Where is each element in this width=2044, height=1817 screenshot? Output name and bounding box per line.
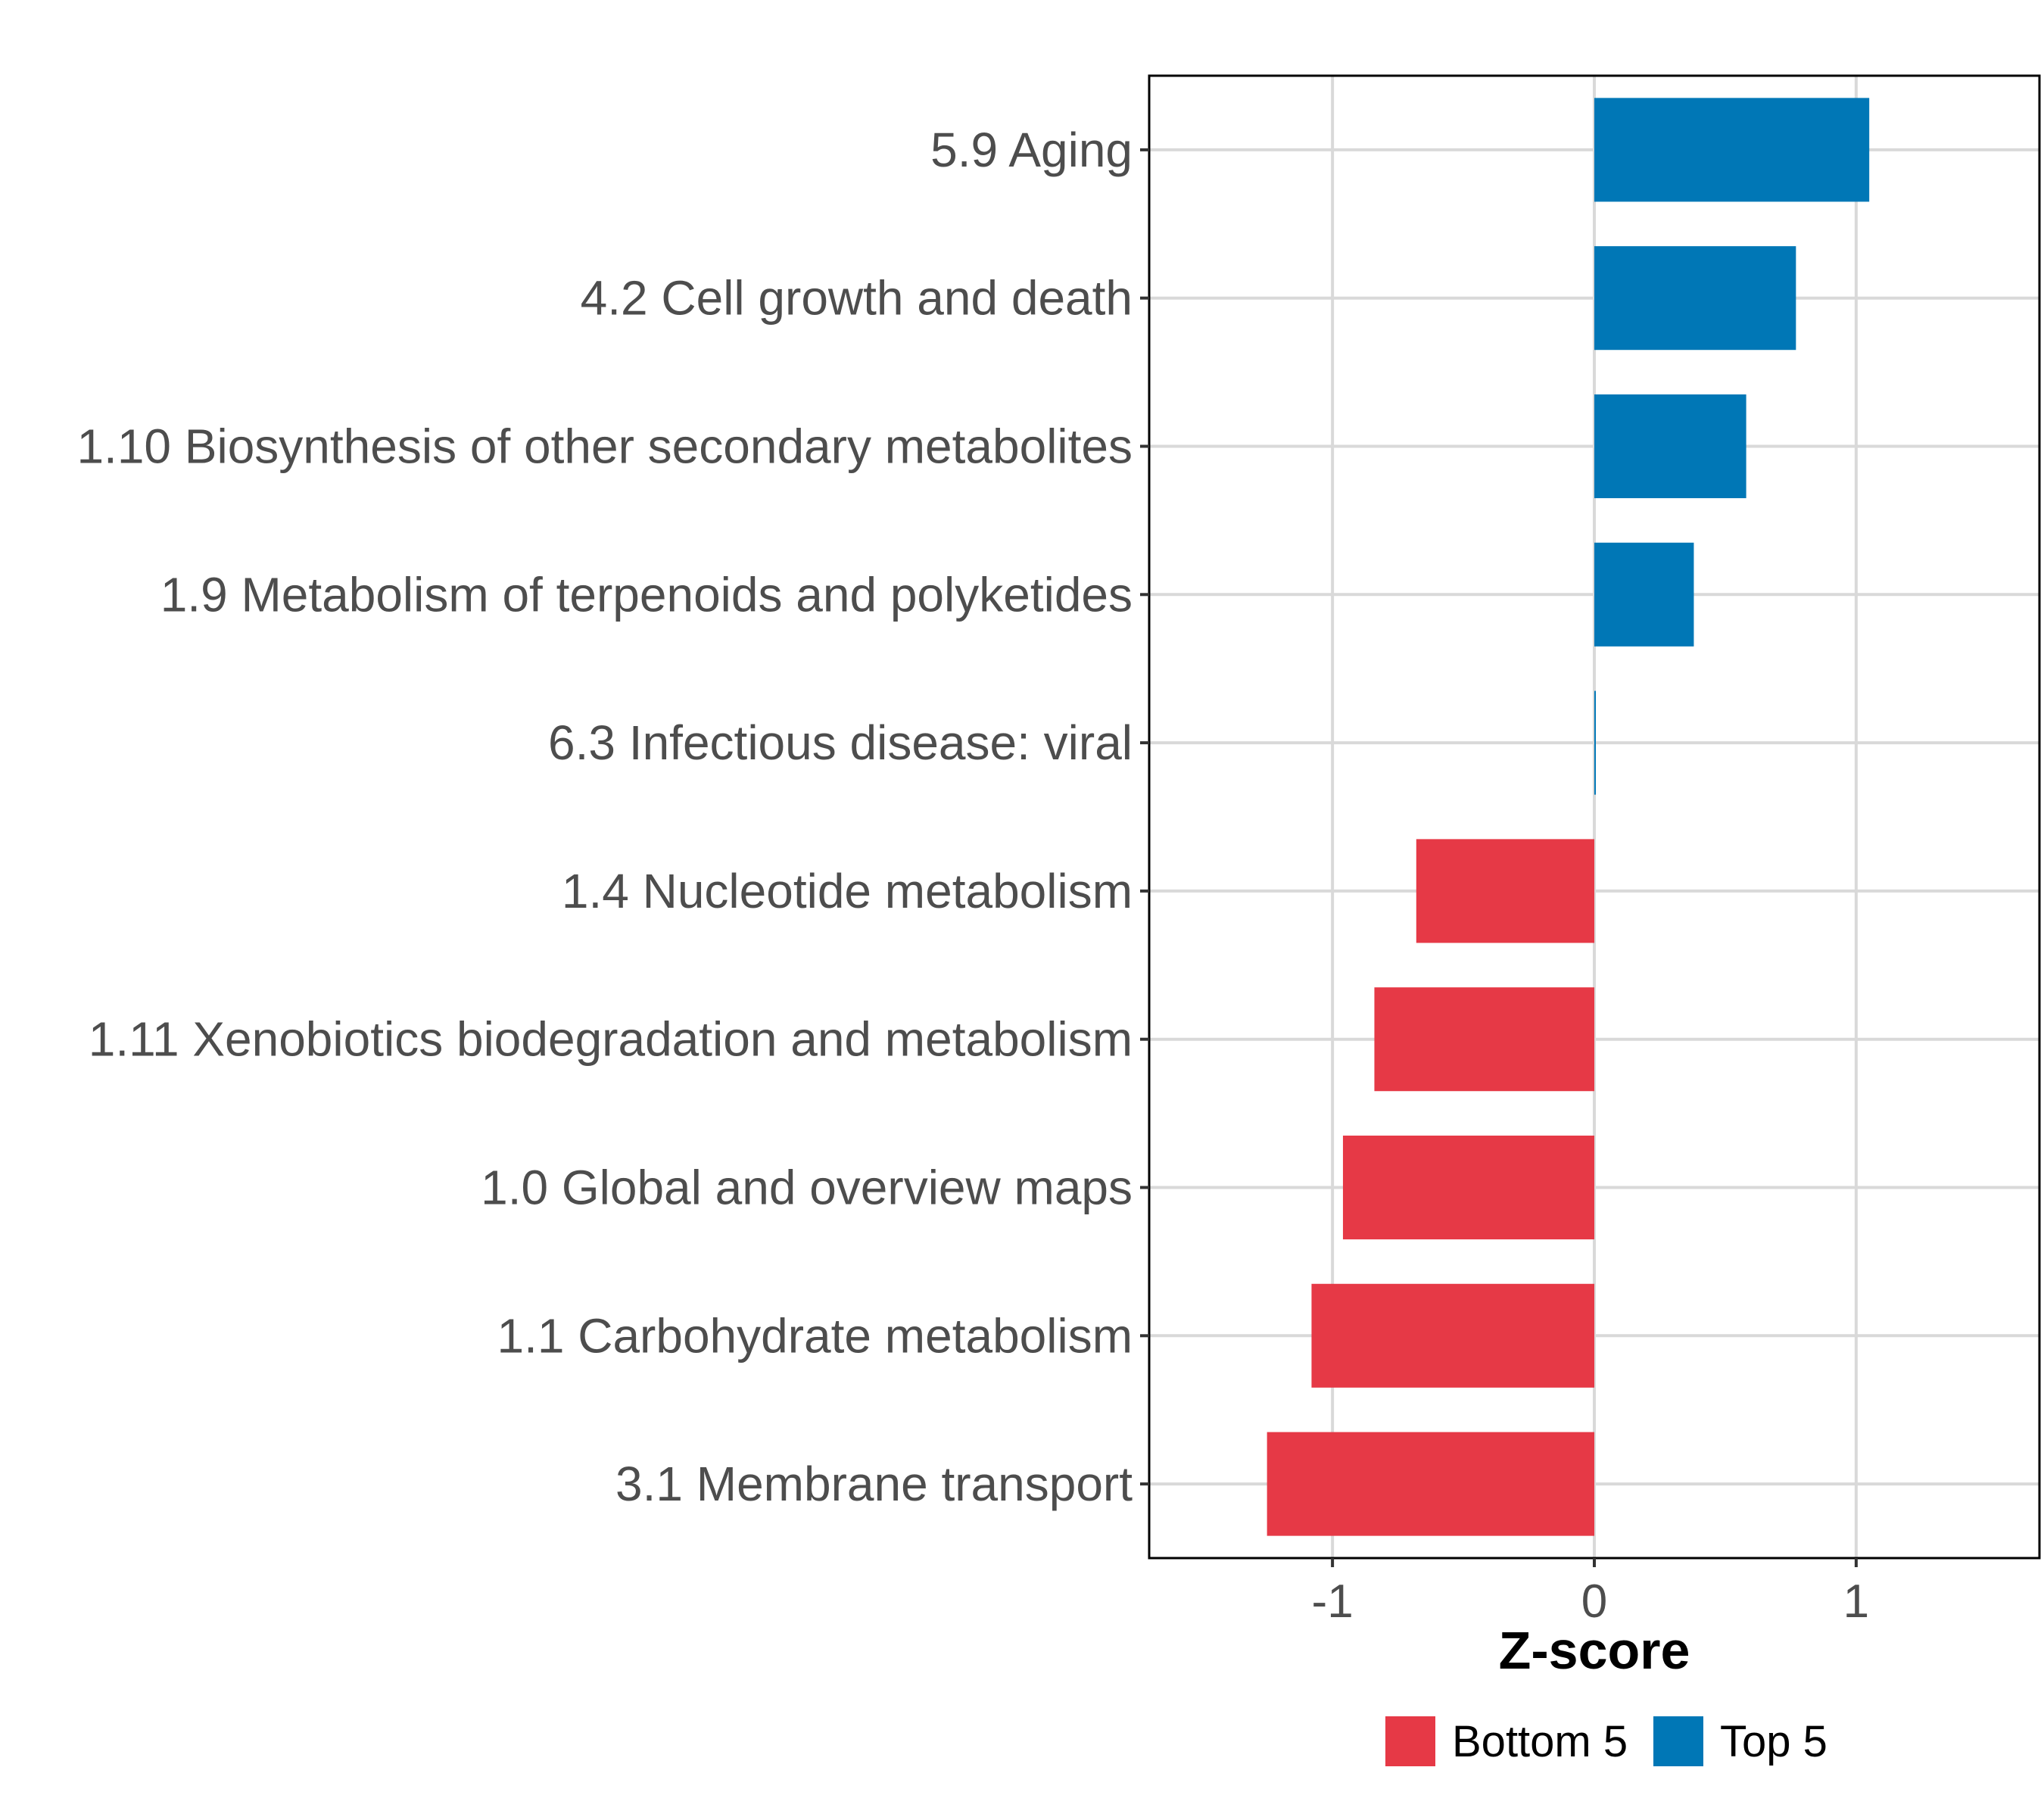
legend-swatch [1385, 1716, 1435, 1766]
x-tick-label: 0 [1581, 1575, 1607, 1628]
bar [1416, 839, 1594, 943]
bar [1594, 690, 1596, 795]
bar [1594, 98, 1870, 202]
bar [1594, 394, 1746, 499]
legend-label: Top 5 [1720, 1717, 1827, 1766]
category-label: 4.2 Cell growth and death [581, 271, 1133, 326]
category-label: 1.1 Carbohydrate metabolism [497, 1308, 1133, 1363]
category-label: 6.3 Infectious disease: viral [548, 715, 1133, 770]
x-axis: -1 0 1 [1312, 1558, 1869, 1628]
category-label: 1.0 Global and overview maps [481, 1161, 1133, 1215]
category-label: 3.1 Membrane transport [615, 1457, 1133, 1511]
x-axis-title: Z-score [1499, 1621, 1690, 1680]
legend-label: Bottom 5 [1452, 1717, 1628, 1766]
legend: Bottom 5 Top 5 [1385, 1716, 1827, 1766]
x-tick-label: 1 [1843, 1575, 1869, 1628]
bar [1594, 542, 1694, 647]
category-label: 1.10 Biosynthesis of other secondary met… [76, 419, 1133, 474]
bars [1267, 98, 1870, 1536]
y-axis: 5.9 Aging 4.2 Cell growth and death 1.10 B… [76, 123, 1149, 1511]
bar [1594, 246, 1796, 351]
bar [1267, 1432, 1594, 1536]
bar [1311, 1283, 1594, 1388]
category-label: 1.9 Metabolism of terpenoids and polyket… [160, 567, 1133, 622]
category-label: 1.11 Xenobiotics biodegradation and meta… [89, 1012, 1133, 1067]
bar [1374, 987, 1594, 1092]
category-label: 1.4 Nucleotide metabolism [562, 864, 1133, 918]
x-tick-label: -1 [1312, 1575, 1354, 1628]
category-label: 5.9 Aging [930, 123, 1133, 177]
bar [1342, 1135, 1594, 1240]
legend-swatch [1653, 1716, 1703, 1766]
